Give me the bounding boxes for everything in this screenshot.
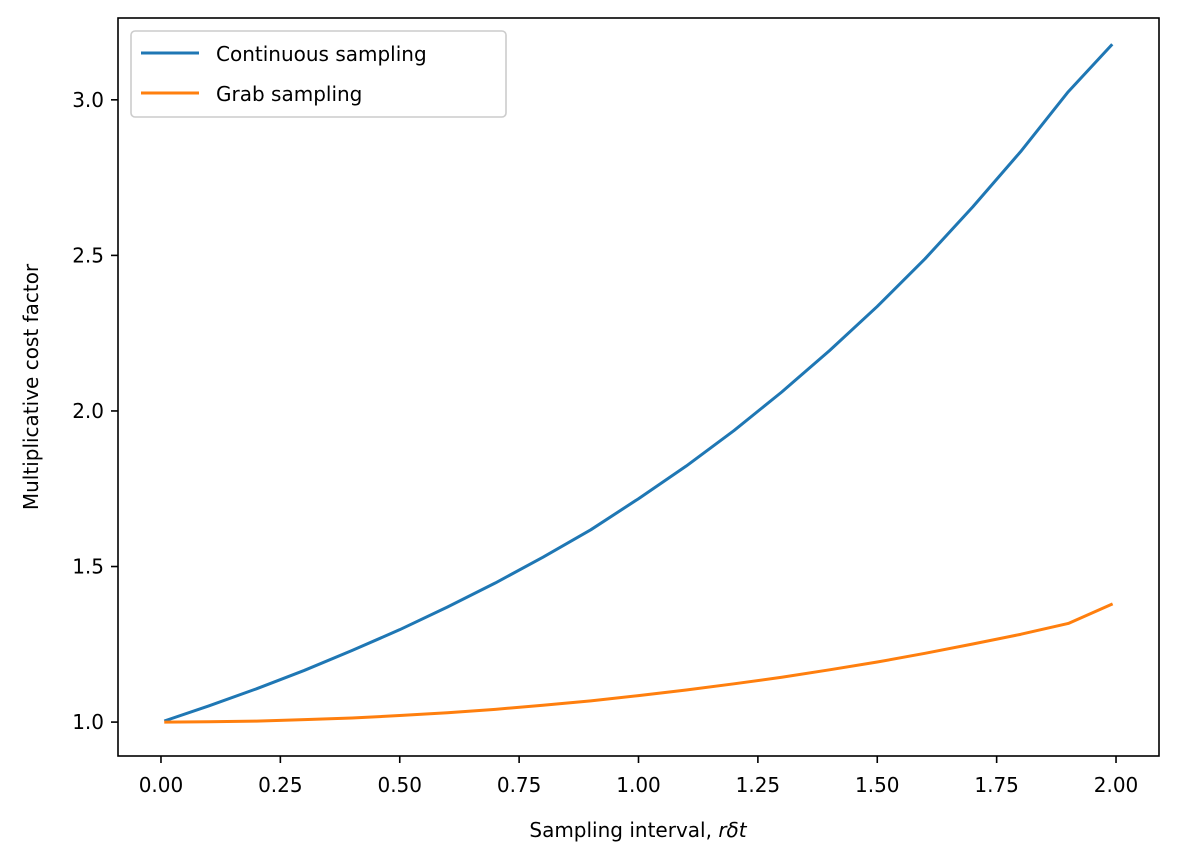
x-tick-label: 1.25 (736, 773, 781, 797)
x-axis-label-text: Sampling interval, (529, 818, 718, 842)
x-tick-label: 1.50 (855, 773, 900, 797)
legend-box (130, 30, 507, 118)
y-tick-label: 1.5 (72, 555, 104, 579)
x-tick-label: 2.00 (1094, 773, 1139, 797)
x-tick-label: 0.75 (497, 773, 542, 797)
x-tick-label: 0.25 (258, 773, 303, 797)
legend-label-continuous: Continuous sampling (216, 42, 427, 66)
plot-lines (163, 43, 1114, 724)
x-tick-label: 1.75 (974, 773, 1019, 797)
y-tick-label: 3.0 (72, 88, 104, 112)
y-tick-label: 2.5 (72, 243, 104, 267)
x-axis-label: Sampling interval, rδt (529, 818, 747, 842)
legend-label-grab: Grab sampling (216, 82, 362, 106)
y-tick-label: 1.0 (72, 710, 104, 734)
x-tick-label: 0.00 (139, 773, 184, 797)
x-tick-label: 0.50 (377, 773, 422, 797)
series-line-continuous-sampling (163, 43, 1114, 723)
x-axis-label-math: rδt (718, 818, 747, 842)
legend: Continuous sampling Grab sampling (130, 30, 507, 118)
x-tick-label: 1.00 (616, 773, 661, 797)
y-axis-label: Multiplicative cost factor (19, 263, 43, 510)
x-axis-ticks: 0.00 0.25 0.50 0.75 1.00 1.25 1.50 1.75 2.00 (139, 756, 1139, 797)
y-tick-label: 2.0 (72, 399, 104, 423)
series-line-grab-sampling (164, 602, 1114, 724)
y-axis-ticks: 1.0 1.5 2.0 2.5 3.0 (72, 88, 118, 734)
